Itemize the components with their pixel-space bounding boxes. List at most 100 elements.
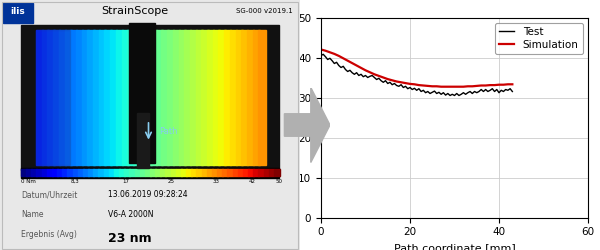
Bar [196,169,202,176]
Test [362,74,369,77]
Simulation [446,85,454,88]
Test [400,86,407,89]
Text: Ergebnis (Avg): Ergebnis (Avg) [21,230,77,239]
Bar [243,169,248,176]
Bar [47,169,53,176]
Bar [67,169,73,176]
Simulation [384,78,391,80]
Bar [150,30,157,165]
Text: 13.06.2019 09:28:24: 13.06.2019 09:28:24 [108,190,188,199]
Simulation [487,84,494,86]
Bar [150,169,156,176]
Text: 33: 33 [212,179,220,184]
Bar [160,169,166,176]
Text: 25: 25 [167,179,175,184]
Bar [31,169,37,176]
Bar [26,169,32,176]
Bar [274,169,280,176]
Bar [224,30,232,165]
Text: 23 nm: 23 nm [108,232,152,245]
Simulation [317,48,325,51]
Test [478,88,485,91]
Text: Path: Path [159,127,178,136]
Simulation [411,83,418,86]
Bar [133,30,140,165]
Simulation [424,84,431,87]
Bar [191,169,197,176]
Simulation [473,84,481,87]
Simulation [428,85,436,88]
Bar [186,169,192,176]
Simulation [398,81,405,84]
Bar [21,169,27,176]
Simulation [393,80,400,83]
Bar [176,169,182,176]
Simulation [437,85,445,88]
Bar [253,169,259,176]
Text: ilis: ilis [11,7,25,16]
Bar [116,30,123,165]
Bar [21,168,279,177]
Bar [212,30,220,165]
Text: 50: 50 [275,179,283,184]
Bar [190,30,197,165]
Bar [104,169,109,176]
Bar [181,169,187,176]
Text: StrainScope: StrainScope [101,6,169,16]
Bar [207,169,212,176]
Bar [167,30,175,165]
Simulation [504,83,511,86]
Simulation [478,84,485,87]
Bar [145,169,151,176]
Simulation [353,64,360,67]
Bar [57,169,63,176]
Simulation [420,84,427,87]
Bar [173,30,180,165]
Bar [73,169,79,176]
Y-axis label: Optical retardation [nm]: Optical retardation [nm] [283,50,293,185]
Bar [202,169,208,176]
Simulation [344,59,352,62]
Bar [161,30,169,165]
Bar [21,25,279,170]
Bar [263,169,269,176]
Bar [241,30,248,165]
Bar [88,169,94,176]
Bar [218,30,226,165]
Test [351,73,358,76]
Bar [248,169,254,176]
Bar [36,30,43,165]
Bar [110,30,118,165]
Bar [65,30,72,165]
Test [375,77,382,80]
Legend: Test, Simulation: Test, Simulation [494,23,583,54]
Bar [134,169,140,176]
Bar [196,30,203,165]
Bar [36,30,70,165]
Bar [269,169,274,176]
Bar [37,169,42,176]
Line: Simulation: Simulation [321,50,512,87]
Bar [259,169,264,176]
Bar [104,30,112,165]
Bar [227,169,233,176]
Bar [259,30,265,165]
Simulation [322,49,329,52]
Bar [98,169,104,176]
Bar [144,30,151,165]
Test [446,94,454,97]
Bar [139,30,146,165]
Bar [156,30,163,165]
Bar [70,30,77,165]
Bar [253,30,260,165]
Bar [82,30,89,165]
Test [320,53,327,56]
Bar [53,30,60,165]
Text: 8,3: 8,3 [71,179,79,184]
Simulation [460,85,467,88]
Simulation [451,85,458,88]
Simulation [509,83,516,86]
Bar [3,2,33,22]
Bar [247,30,254,165]
Bar [137,112,149,168]
